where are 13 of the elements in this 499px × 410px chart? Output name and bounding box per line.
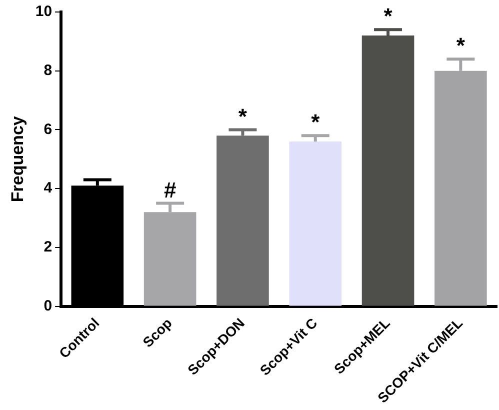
bar	[289, 141, 342, 306]
y-tick-label: 2	[44, 238, 52, 256]
y-tick-label: 6	[44, 120, 52, 138]
y-tick-label: 10	[35, 3, 52, 20]
annotation: *	[238, 104, 248, 129]
y-tick-label: 0	[44, 297, 52, 314]
y-axis-title: Frequency	[8, 116, 27, 202]
annotation: *	[311, 110, 320, 135]
y-tick-label: 4	[44, 180, 53, 197]
y-tick-label: 8	[44, 62, 52, 79]
annotation: *	[384, 4, 393, 29]
annotation: *	[456, 33, 466, 58]
annotation: #	[164, 177, 176, 202]
